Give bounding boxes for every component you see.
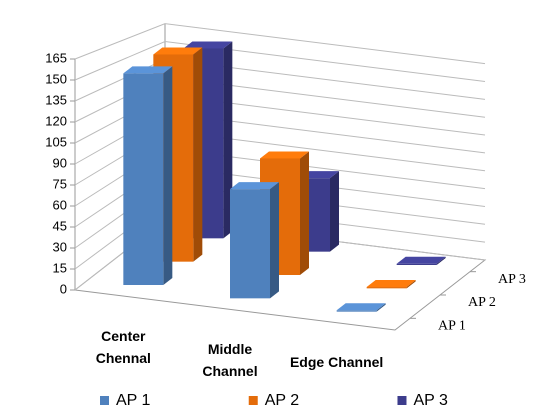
bar-side [193,47,203,262]
bar-side [163,66,173,285]
y-tick-label: 15 [53,260,67,275]
bar [230,182,279,299]
bar-side [270,182,279,299]
bar [396,256,446,265]
bar [336,303,386,312]
bar-top [336,303,386,311]
bar-side [376,303,386,312]
grid-line [74,23,486,65]
bar-side [330,171,339,252]
legend-label: AP 1 [116,392,151,409]
y-tick-label: 30 [53,239,67,254]
y-tick-label: 75 [53,176,67,191]
y-tick-label: 60 [53,197,67,212]
y-tick-label: 135 [45,92,67,107]
bar-front [336,310,377,312]
bar-front [123,73,164,285]
y-tick-label: 0 [60,281,67,296]
bar-front [396,263,437,265]
bar-side [436,256,446,265]
grid-line [74,40,486,82]
legend-swatch [248,396,258,405]
y-tick-label: 45 [53,218,67,233]
bar-top [396,256,446,264]
y-tick-label: 105 [45,134,67,149]
bar-top [230,182,279,190]
bar-front [366,287,407,289]
legend-swatch [100,396,109,405]
bar-top [260,151,309,159]
y-tick-label: 90 [53,155,67,170]
y-tick-label: 120 [45,113,67,128]
x-tick-label: Middle Channel [202,341,258,379]
y-tick-label: 150 [45,71,67,86]
legend-swatch [397,396,407,405]
x-tick-label: Center Chennal [95,327,151,366]
legend-label: AP 3 [413,392,448,409]
bar [366,280,416,289]
depth-label: AP 3 [498,272,526,287]
legend-label: AP 2 [265,392,300,409]
x-tick-label: Edge Channel [289,354,384,371]
bar-side [300,151,309,275]
bar-top [153,47,203,55]
bar-side [406,280,416,289]
y-tick-label: 165 [45,50,67,65]
bar-top [366,280,416,288]
depth-label: AP 1 [438,319,466,334]
bar-front [230,189,270,299]
depth-label: AP 2 [468,295,496,310]
bar-top [183,41,233,49]
bar-top [123,66,173,74]
bar [123,66,173,285]
